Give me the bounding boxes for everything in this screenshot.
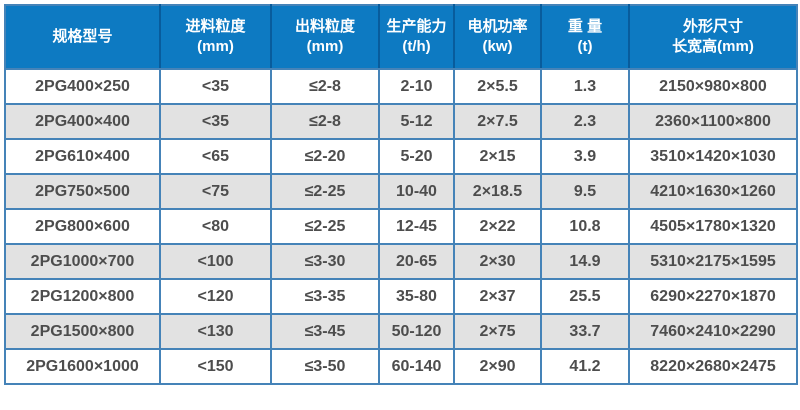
column-header-unit: (mm) [306, 38, 344, 55]
column-header: 生产能力 (t/h) [378, 5, 454, 70]
column-header-unit: (mm) [197, 38, 234, 55]
model-cell: 2PG1500×800 [4, 313, 161, 350]
column-header: 进料粒度 (mm) [159, 5, 271, 70]
column-header: 重 量 (t) [540, 5, 629, 70]
value-cell: <80 [159, 208, 272, 245]
value-cell: 2×18.5 [453, 173, 542, 210]
model-cell: 2PG610×400 [4, 138, 161, 175]
table-row: 2PG1600×1000 <150 ≤3-50 60-140 2×90 41.2 8220×… [4, 348, 798, 385]
column-header-label: 出料粒度 [294, 18, 355, 35]
column-header: 电机功率 (kw) [453, 5, 541, 70]
value-cell: <75 [159, 173, 272, 210]
value-cell: ≤3-50 [270, 348, 380, 385]
column-header-unit: (t/h) [402, 38, 431, 55]
table-row: 2PG1200×800 <120 ≤3-35 35-80 2×37 25.5 6290×22… [4, 278, 798, 315]
table-row: 2PG1000×700 <100 ≤3-30 20-65 2×30 14.9 5310×21… [4, 243, 798, 280]
value-cell: 2×15 [453, 138, 542, 175]
value-cell: 2×37 [453, 278, 542, 315]
model-cell: 2PG750×500 [4, 173, 161, 210]
column-header-label: 规格型号 [52, 28, 113, 45]
model-cell: 2PG800×600 [4, 208, 161, 245]
column-header-unit: (kw) [482, 38, 513, 55]
value-cell: 4210×1630×1260 [628, 173, 798, 210]
value-cell: 2×30 [453, 243, 542, 280]
value-cell: ≤2-8 [270, 68, 380, 105]
value-cell: 8220×2680×2475 [628, 348, 798, 385]
value-cell: 2×7.5 [453, 103, 542, 140]
model-cell: 2PG400×400 [4, 103, 161, 140]
column-header-label: 重 量 [567, 18, 603, 35]
value-cell: 4505×1780×1320 [628, 208, 798, 245]
spec-table: 规格型号 进料粒度 (mm) 出料粒度 (mm) 生产能力 (t/h) 电机功率 (kw) 重 量… [4, 4, 798, 385]
model-cell: 2PG1600×1000 [4, 348, 161, 385]
spec-table-container: 规格型号 进料粒度 (mm) 出料粒度 (mm) 生产能力 (t/h) 电机功率 (kw) 重 量… [4, 4, 798, 385]
value-cell: 2×75 [453, 313, 542, 350]
table-row: 2PG750×500 <75 ≤2-25 10-40 2×18.5 9.5 4210×163… [4, 173, 798, 210]
table-body: 2PG400×250 <35 ≤2-8 2-10 2×5.5 1.3 2150×980×80… [4, 68, 798, 385]
value-cell: 5-12 [378, 103, 455, 140]
value-cell: <130 [159, 313, 272, 350]
value-cell: 60-140 [378, 348, 455, 385]
value-cell: ≤2-8 [270, 103, 380, 140]
value-cell: 10.8 [540, 208, 630, 245]
column-header-label: 外形尺寸 [682, 18, 743, 35]
header-row: 规格型号 进料粒度 (mm) 出料粒度 (mm) 生产能力 (t/h) 电机功率 (kw) 重 量… [5, 5, 797, 70]
value-cell: ≤3-30 [270, 243, 380, 280]
value-cell: 2×90 [453, 348, 542, 385]
value-cell: 25.5 [540, 278, 630, 315]
column-header-label: 生产能力 [386, 18, 447, 35]
value-cell: 2×22 [453, 208, 542, 245]
value-cell: 5-20 [378, 138, 455, 175]
value-cell: 41.2 [540, 348, 630, 385]
column-header-label: 进料粒度 [185, 18, 246, 35]
value-cell: 7460×2410×2290 [628, 313, 798, 350]
value-cell: <120 [159, 278, 272, 315]
value-cell: ≤3-45 [270, 313, 380, 350]
value-cell: ≤2-25 [270, 173, 380, 210]
value-cell: 50-120 [378, 313, 455, 350]
model-cell: 2PG400×250 [4, 68, 161, 105]
table-row: 2PG800×600 <80 ≤2-25 12-45 2×22 10.8 4505×1780… [4, 208, 798, 245]
table-row: 2PG610×400 <65 ≤2-20 5-20 2×15 3.9 3510×1420×1… [4, 138, 798, 175]
value-cell: ≤2-25 [270, 208, 380, 245]
column-header-unit: 长宽高(mm) [672, 38, 754, 55]
value-cell: <65 [159, 138, 272, 175]
model-cell: 2PG1200×800 [4, 278, 161, 315]
value-cell: ≤2-20 [270, 138, 380, 175]
value-cell: 10-40 [378, 173, 455, 210]
table-row: 2PG1500×800 <130 ≤3-45 50-120 2×75 33.7 7460×2… [4, 313, 798, 350]
value-cell: 12-45 [378, 208, 455, 245]
table-row: 2PG400×400 <35 ≤2-8 5-12 2×7.5 2.3 2360×1100×8… [4, 103, 798, 140]
table-header: 规格型号 进料粒度 (mm) 出料粒度 (mm) 生产能力 (t/h) 电机功率 (kw) 重 量… [5, 5, 797, 70]
value-cell: 9.5 [540, 173, 630, 210]
value-cell: 35-80 [378, 278, 455, 315]
model-cell: 2PG1000×700 [4, 243, 161, 280]
value-cell: 1.3 [540, 68, 630, 105]
value-cell: <35 [159, 68, 272, 105]
value-cell: 2.3 [540, 103, 630, 140]
column-header: 出料粒度 (mm) [270, 5, 379, 70]
value-cell: 2-10 [378, 68, 455, 105]
value-cell: <100 [159, 243, 272, 280]
value-cell: <150 [159, 348, 272, 385]
value-cell: 3.9 [540, 138, 630, 175]
value-cell: 2360×1100×800 [628, 103, 798, 140]
value-cell: 33.7 [540, 313, 630, 350]
value-cell: <35 [159, 103, 272, 140]
value-cell: ≤3-35 [270, 278, 380, 315]
value-cell: 5310×2175×1595 [628, 243, 798, 280]
value-cell: 14.9 [540, 243, 630, 280]
value-cell: 2150×980×800 [628, 68, 798, 105]
column-header: 外形尺寸长宽高(mm) [628, 5, 797, 70]
value-cell: 3510×1420×1030 [628, 138, 798, 175]
value-cell: 20-65 [378, 243, 455, 280]
table-row: 2PG400×250 <35 ≤2-8 2-10 2×5.5 1.3 2150×980×80… [4, 68, 798, 105]
column-header-label: 电机功率 [467, 18, 528, 35]
column-header-unit: (t) [577, 38, 593, 55]
column-header: 规格型号 [5, 5, 160, 70]
value-cell: 6290×2270×1870 [628, 278, 798, 315]
value-cell: 2×5.5 [453, 68, 542, 105]
